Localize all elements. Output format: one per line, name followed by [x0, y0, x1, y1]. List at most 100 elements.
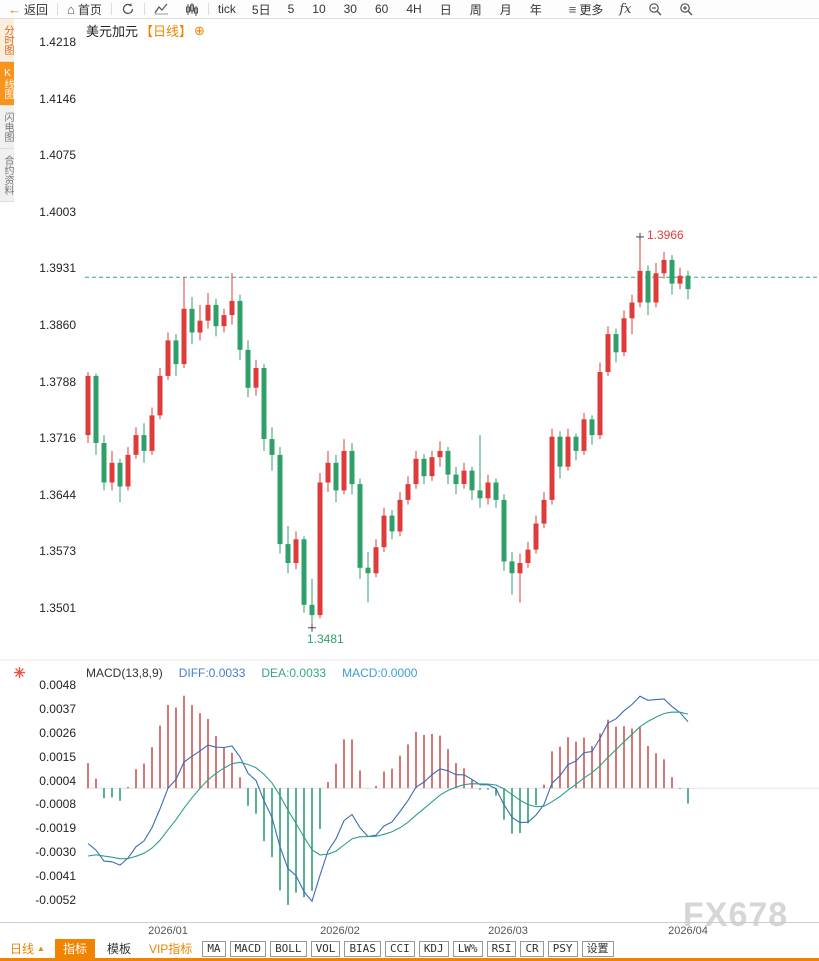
more-button[interactable]: ≡ 更多	[561, 0, 612, 18]
fx-button[interactable]: fx	[619, 1, 632, 17]
macd-axis-label: 0.0004	[39, 773, 76, 788]
indicator-tab-VIP指标[interactable]: VIP指标	[148, 942, 193, 956]
macd-axis-label: -0.0019	[35, 821, 76, 836]
indicator-tab-BOLL[interactable]: BOLL	[270, 940, 307, 957]
y-axis-label: 1.3573	[39, 544, 76, 559]
back-icon: ←	[8, 1, 21, 17]
indicator-tab-BIAS[interactable]: BIAS	[344, 940, 381, 957]
macd-params: MACD(13,8,9)	[86, 666, 163, 680]
macd-diff-value: DIFF:0.0033	[178, 666, 246, 680]
candle-chart-icon	[185, 2, 198, 16]
indicator-tab-CCI[interactable]: CCI	[384, 940, 415, 957]
indicator-tab-PSY[interactable]: PSY	[547, 940, 578, 957]
period-button-日[interactable]: 日	[439, 2, 452, 17]
period-button-60[interactable]: 60	[374, 2, 389, 16]
tick-button[interactable]: tick	[217, 2, 236, 16]
refresh-button[interactable]	[113, 0, 143, 18]
chart-type-sidebar: 分时图 K线图 闪电图 合约资料	[0, 19, 14, 202]
indicator-tab-group: 指标 模板 VIP指标 MA MACD BOLL VOL BIAS CCI KDJ LW% RSI CR…	[53, 939, 616, 958]
back-label: 返回	[24, 2, 49, 17]
high-marker	[636, 232, 644, 241]
triangle-up-icon: ▲	[37, 944, 45, 953]
home-button[interactable]: ⌂ 首页	[59, 0, 110, 18]
divider	[207, 3, 209, 15]
five-day-button[interactable]: 5日	[251, 2, 271, 17]
dea-line	[87, 711, 689, 860]
symbol-name: 美元加元	[86, 24, 139, 39]
candle-chart-button[interactable]	[177, 0, 207, 18]
macd-axis-label: -0.0008	[35, 797, 76, 812]
macd-axis-label: 0.0026	[39, 725, 76, 740]
period-group: 5 10 30 60 4H 日 周 月 年	[279, 0, 551, 18]
macd-axis-label: -0.0030	[35, 845, 76, 860]
period-button-30[interactable]: 30	[343, 2, 357, 16]
x-axis-label: 2026/02	[320, 925, 360, 937]
indicator-tab-设置[interactable]: 设置	[581, 940, 614, 957]
indicator-tab-KDJ[interactable]: KDJ	[418, 940, 449, 957]
indicator-tab-模板[interactable]: 模板	[106, 942, 131, 956]
y-axis-label: 1.3860	[39, 318, 76, 332]
period-button-4H[interactable]: 4H	[406, 2, 422, 16]
candles-group	[85, 240, 691, 624]
zoom-in-icon	[679, 2, 693, 15]
sidebar-tab-合约资料[interactable]: 合约资料	[0, 149, 14, 202]
watermark: FX678	[683, 896, 789, 934]
zoom-out-button[interactable]	[640, 0, 671, 18]
menu-icon: ≡	[568, 1, 577, 17]
indicator-tab-MACD[interactable]: MACD	[229, 940, 267, 957]
y-axis-label: 1.4218	[39, 35, 76, 49]
indicator-tab-RSI[interactable]: RSI	[486, 940, 517, 957]
period-button-周[interactable]: 周	[469, 2, 482, 17]
divider	[143, 3, 145, 15]
sidebar-tab-分时图[interactable]: 分时图	[0, 19, 14, 62]
indicator-tab-LW%[interactable]: LW%	[452, 940, 483, 957]
zoom-out-icon	[648, 2, 662, 15]
home-icon: ⌂	[67, 1, 75, 17]
refresh-icon	[122, 3, 134, 15]
high-annotation: 1.3966	[647, 227, 684, 242]
divider	[57, 3, 59, 15]
macd-axis-label: 0.0048	[39, 678, 76, 692]
y-axis-label: 1.4003	[39, 204, 76, 219]
sidebar-tab-K线图[interactable]: K线图	[0, 62, 14, 106]
period-button-10[interactable]: 10	[312, 2, 326, 16]
divider	[110, 3, 112, 15]
indicator-tab-指标[interactable]: 指标	[54, 939, 95, 958]
back-button[interactable]: ← 返回	[0, 0, 56, 18]
add-indicator-icon[interactable]: ⊕	[194, 22, 205, 38]
sidebar-tab-闪电图[interactable]: 闪电图	[0, 106, 14, 149]
macd-axis-label: 0.0015	[39, 749, 76, 764]
period-selector-label: 日线	[10, 942, 35, 956]
y-axis-label: 1.3931	[39, 261, 76, 276]
indicator-tab-CR[interactable]: CR	[520, 940, 544, 957]
y-axis-label: 1.3644	[39, 487, 76, 502]
macd-label-row: MACD(13,8,9) DIFF:0.0033 DEA:0.0033 MACD…	[86, 666, 417, 680]
indicator-tab-VOL[interactable]: VOL	[310, 940, 341, 957]
macd-axis-label: -0.0052	[35, 893, 76, 907]
x-axis-label: 2026/03	[488, 925, 528, 937]
macd-axis-label: 0.0037	[39, 701, 76, 716]
period-tag: 【日线】	[140, 24, 193, 39]
accent-strip	[0, 958, 819, 961]
x-axis-label: 2026/01	[148, 925, 188, 937]
home-label: 首页	[77, 2, 102, 17]
y-axis-label: 1.3788	[39, 374, 76, 389]
indicator-settings-icon[interactable]	[13, 666, 26, 684]
line-chart-button[interactable]	[146, 0, 177, 18]
zoom-in-button[interactable]	[671, 0, 702, 18]
line-chart-icon	[154, 3, 168, 15]
y-axis-label: 1.3716	[39, 431, 76, 446]
period-selector[interactable]: 日线 ▲	[10, 940, 45, 957]
more-label: 更多	[579, 2, 604, 17]
indicator-tab-MA[interactable]: MA	[202, 940, 226, 957]
macd-dea-value: DEA:0.0033	[261, 666, 327, 680]
y-axis-label: 1.4075	[39, 148, 76, 163]
period-button-5[interactable]: 5	[287, 2, 295, 16]
period-button-月[interactable]: 月	[499, 2, 512, 17]
period-button-年[interactable]: 年	[529, 2, 542, 17]
x-axis-label: 2026/04	[668, 925, 708, 937]
y-axis-label: 1.4146	[39, 91, 76, 106]
diff-line	[87, 695, 689, 903]
macd-axis-label: -0.0041	[35, 869, 76, 884]
